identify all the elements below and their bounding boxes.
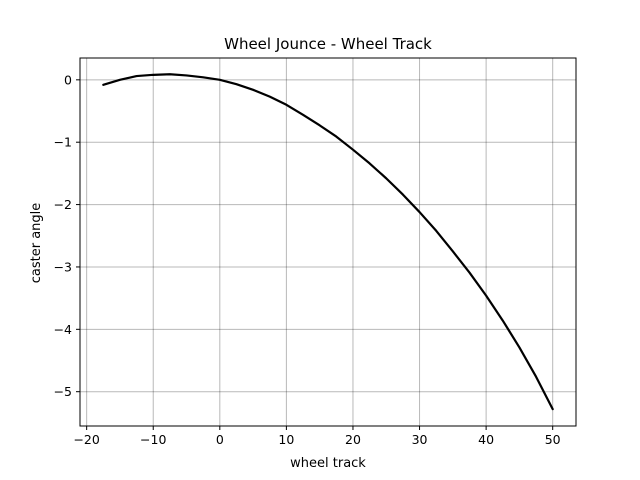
- chart-title: Wheel Jounce - Wheel Track: [224, 35, 432, 53]
- x-tick-label: 10: [278, 432, 294, 447]
- x-axis-label: wheel track: [290, 456, 366, 471]
- y-tick-label: −3: [54, 259, 72, 274]
- x-tick-label: −10: [140, 432, 166, 447]
- x-tick-label: 20: [345, 432, 361, 447]
- x-tick-label: 50: [545, 432, 561, 447]
- x-tick-label: −20: [73, 432, 99, 447]
- y-tick-label: −2: [54, 197, 72, 212]
- grid: [80, 58, 576, 426]
- x-tick-label: 40: [478, 432, 494, 447]
- x-tick-label: 30: [412, 432, 428, 447]
- series-line: [102, 73, 554, 411]
- y-tick-label: −5: [54, 384, 72, 399]
- y-tick-label: −1: [54, 135, 72, 150]
- y-tick-label: 0: [64, 72, 72, 87]
- x-tick-label: 0: [216, 432, 224, 447]
- axis-ticks: −20 −10 0 10 20 30 40 50 0 −1 −2 −3 −4 −5: [54, 72, 561, 447]
- plot-frame: [79, 57, 577, 427]
- y-axis-label: caster angle: [29, 203, 44, 284]
- y-tick-label: −4: [54, 322, 72, 337]
